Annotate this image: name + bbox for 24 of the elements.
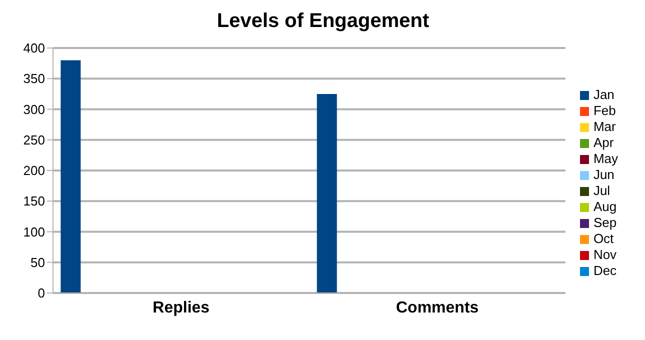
legend-label: Oct	[593, 231, 614, 246]
legend-label: Dec	[593, 263, 617, 278]
y-tick-label: 300	[23, 102, 45, 117]
legend-label: Mar	[593, 119, 616, 134]
x-tick-label: Replies	[152, 299, 210, 316]
legend-label: Jul	[593, 183, 610, 198]
legend-label: Jun	[593, 167, 614, 182]
legend-label: Jan	[593, 87, 614, 102]
legend-label: Nov	[593, 247, 617, 262]
y-tick-label: 150	[23, 194, 45, 209]
x-tick-label: Comments	[396, 299, 479, 316]
y-tick-label: 50	[30, 254, 45, 270]
y-tick-label: 0	[38, 286, 45, 301]
legend-label: Sep	[593, 215, 617, 230]
chart-title: Levels of Engagement	[216, 10, 430, 34]
legend-label: Aug	[593, 199, 617, 214]
y-tick-label: 400	[23, 40, 45, 56]
y-tick-label: 250	[23, 132, 45, 148]
y-tick-label: 200	[23, 163, 45, 178]
y-tick-label: 100	[23, 224, 45, 240]
legend-label: Apr	[593, 135, 614, 150]
legend-label: Feb	[593, 103, 616, 118]
legend-label: May	[593, 151, 618, 166]
y-tick-label: 350	[23, 71, 45, 86]
